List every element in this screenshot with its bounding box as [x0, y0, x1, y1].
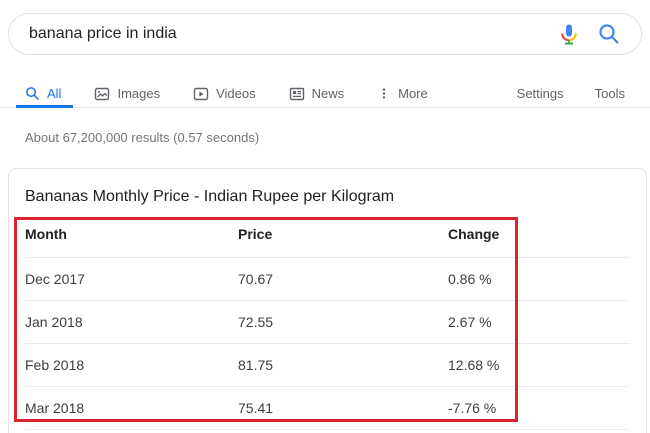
tab-videos[interactable]: Videos — [193, 80, 256, 107]
tab-videos-label: Videos — [216, 86, 256, 101]
tab-images-label: Images — [117, 86, 161, 101]
cell-month: Dec 2017 — [25, 271, 85, 287]
cell-price: 72.55 — [238, 314, 274, 330]
settings-button[interactable]: Settings — [516, 86, 564, 101]
cell-change: -7.76 % — [448, 400, 497, 416]
table-header-row: Month Price Change — [25, 211, 630, 258]
image-icon — [95, 87, 110, 100]
microphone-icon[interactable] — [555, 20, 583, 48]
cell-price: 75.41 — [238, 400, 274, 416]
tab-more[interactable]: More — [377, 80, 428, 107]
cell-change: 12.68 % — [448, 357, 500, 373]
table-row: Jan 2018 72.55 2.67 % — [25, 301, 630, 344]
tab-news-label: News — [311, 86, 345, 101]
header-change: Change — [448, 226, 500, 242]
card-title: Bananas Monthly Price - Indian Rupee per… — [25, 188, 395, 205]
cell-change: 0.86 % — [448, 271, 492, 287]
tools-button[interactable]: Tools — [594, 86, 625, 101]
tab-news[interactable]: News — [289, 80, 345, 107]
result-stats: About 67,200,000 results (0.57 seconds) — [25, 130, 260, 145]
cell-month: Feb 2018 — [25, 357, 85, 373]
tab-all-label: All — [47, 86, 62, 101]
header-month: Month — [25, 226, 67, 242]
table-row: Dec 2017 70.67 0.86 % — [25, 258, 630, 301]
price-table: Month Price Change Dec 2017 70.67 0.86 %… — [25, 211, 630, 430]
cell-change: 2.67 % — [448, 314, 492, 330]
search-bar[interactable] — [8, 13, 642, 55]
video-icon — [193, 87, 209, 100]
cell-month: Mar 2018 — [25, 400, 85, 416]
search-submit-icon[interactable] — [595, 20, 623, 48]
tab-all[interactable]: All — [15, 80, 75, 108]
tab-more-label: More — [398, 86, 428, 101]
search-tabs: All Images Videos News More — [0, 80, 650, 108]
tab-images[interactable]: Images — [94, 80, 160, 107]
result-card: Bananas Monthly Price - Indian Rupee per… — [8, 168, 647, 433]
table-row: Mar 2018 75.41 -7.76 % — [25, 387, 630, 430]
cell-month: Jan 2018 — [25, 314, 83, 330]
cell-price: 81.75 — [238, 357, 274, 373]
search-icon — [26, 87, 39, 100]
table-row: Feb 2018 81.75 12.68 % — [25, 344, 630, 387]
cell-price: 70.67 — [238, 271, 274, 287]
header-price: Price — [238, 226, 273, 242]
more-vertical-icon — [382, 88, 386, 99]
search-input[interactable] — [29, 25, 555, 43]
news-icon — [289, 87, 304, 100]
